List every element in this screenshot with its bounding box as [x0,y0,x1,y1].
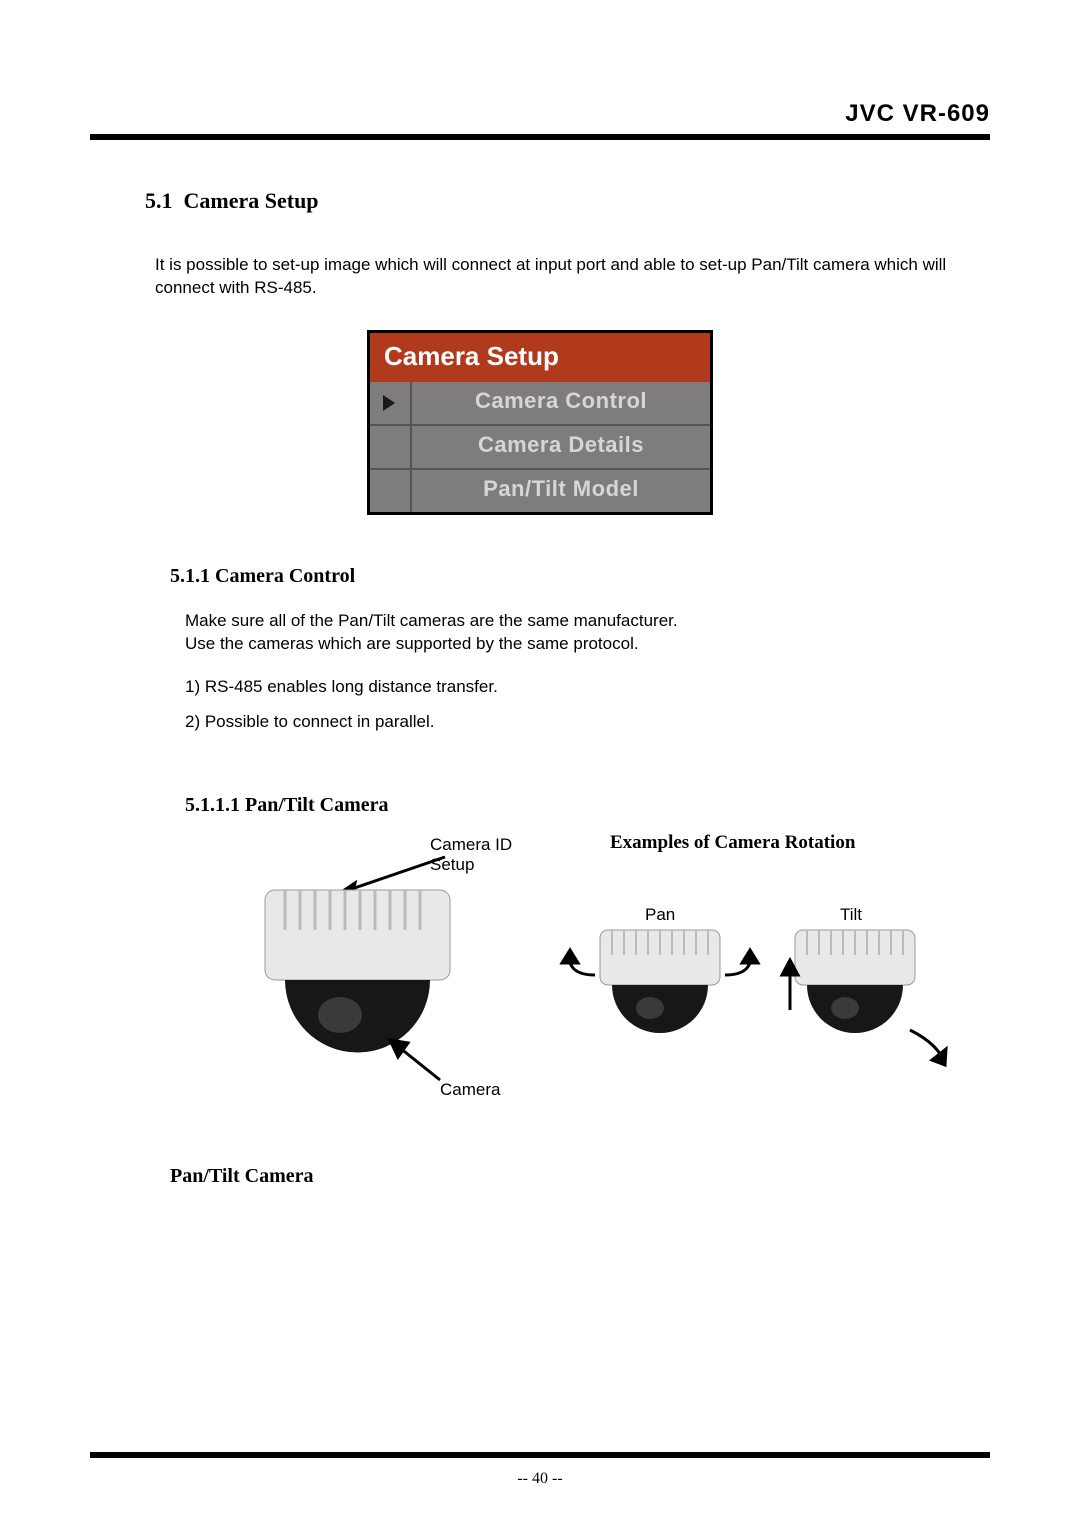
figure-left: Camera ID Setup [190,835,550,1135]
page: JVC VR-609 5.1 Camera Setup It is possib… [0,0,1080,1528]
page-header: JVC VR-609 [90,100,990,140]
menu-item-camera-details[interactable]: Camera Details [370,424,710,468]
pan-camera-icon [600,930,720,1033]
figure-row: Camera ID Setup [190,835,930,1135]
menu-marker-icon [370,382,412,424]
section-number: 5.1 [145,188,173,213]
menu-marker-empty [370,426,412,468]
menu-item-label: Camera Details [412,426,710,468]
page-number: -- 40 -- [0,1470,1080,1488]
menu-item-label: Pan/Tilt Model [412,470,710,512]
subsection-number: 5.1.1 [170,565,210,587]
subsection-heading: 5.1.1 Camera Control [170,565,990,588]
subsubsection-title: Pan/Tilt Camera [245,794,389,816]
tilt-camera-icon [795,930,915,1033]
arrow-to-camera-icon [390,1040,440,1080]
camera-rotation-svg [550,835,970,1085]
figure-right: Examples of Camera Rotation Pan Tilt [550,835,970,1135]
camera-setup-menu: Camera Setup Camera Control Camera Detai… [367,330,713,515]
section-heading: 5.1 Camera Setup [145,188,990,214]
footer-rule [90,1452,990,1458]
label-camera-id-setup: Camera ID Setup [430,835,550,875]
section-title: Camera Setup [184,188,319,213]
menu-item-label: Camera Control [412,382,710,424]
bottom-heading-title: Pan/Tilt Camera [170,1165,314,1187]
subsection-bullet-2: 2) Possible to connect in parallel. [185,711,990,734]
menu-item-pan-tilt-model[interactable]: Pan/Tilt Model [370,468,710,512]
subsection-bullet-1: 1) RS-485 enables long distance transfer… [185,676,990,699]
label-examples-title: Examples of Camera Rotation [610,832,855,854]
label-camera: Camera [440,1080,500,1100]
subsubsection-heading: 5.1.1.1 Pan/Tilt Camera [185,794,990,817]
label-tilt: Tilt [840,905,862,925]
section-intro: It is possible to set-up image which wil… [155,254,990,300]
camera-housing-icon [265,890,450,1052]
menu-title: Camera Setup [370,333,710,382]
subsection-para: Make sure all of the Pan/Tilt cameras ar… [185,610,990,656]
label-pan: Pan [645,905,675,925]
camera-large-svg [190,835,550,1115]
bottom-heading: Pan/Tilt Camera [170,1165,990,1188]
menu-item-camera-control[interactable]: Camera Control [370,382,710,424]
subsection-title: Camera Control [215,565,355,587]
subsubsection-number: 5.1.1.1 [185,794,240,816]
menu-marker-empty [370,470,412,512]
header-title: JVC VR-609 [845,100,990,127]
